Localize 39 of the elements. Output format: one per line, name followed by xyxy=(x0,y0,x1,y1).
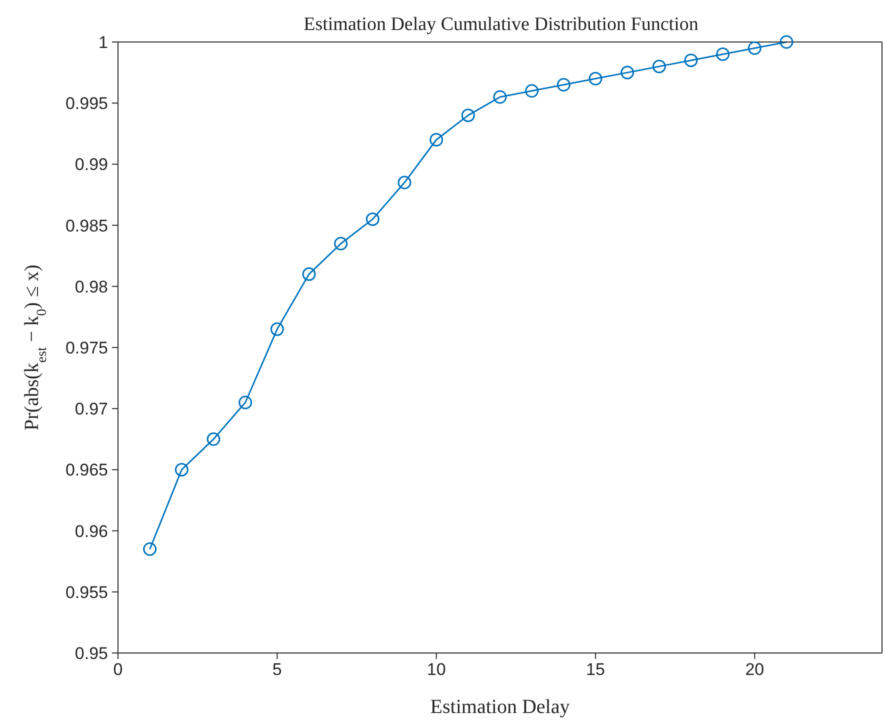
point xyxy=(334,236,348,250)
point xyxy=(302,267,316,281)
y-tick-label: 0.955 xyxy=(65,582,108,602)
point xyxy=(461,108,475,122)
y-tick-label: 0.995 xyxy=(65,94,108,114)
point xyxy=(238,396,252,410)
chart-title: Estimation Delay Cumulative Distribution Function xyxy=(304,14,699,35)
x-tick-label: 10 xyxy=(426,660,446,680)
x-tick-label: 0 xyxy=(113,660,123,680)
x-tick-label: 5 xyxy=(272,660,282,680)
y-tick-label: 0.95 xyxy=(74,644,108,664)
y-tick-label: 0.96 xyxy=(74,522,108,541)
point xyxy=(430,133,444,147)
y-tick-label: 0.985 xyxy=(65,216,108,236)
point xyxy=(684,54,698,68)
point xyxy=(493,90,507,104)
point xyxy=(748,41,762,55)
point xyxy=(620,66,634,80)
y-tick-label: 0.98 xyxy=(74,277,108,296)
point xyxy=(556,78,570,92)
point xyxy=(174,462,188,476)
y-tick-label: 0.975 xyxy=(65,338,108,358)
point xyxy=(366,212,380,226)
point xyxy=(652,60,666,74)
y-tick-label: 1 xyxy=(98,33,108,52)
x-tick-label: 20 xyxy=(745,660,764,680)
point xyxy=(588,72,602,86)
y-tick-label: 0.99 xyxy=(74,155,108,174)
y-tick-label: 0.97 xyxy=(74,400,108,419)
point xyxy=(525,84,539,98)
x-axis-title: Estimation Delay xyxy=(430,696,570,718)
point xyxy=(206,432,220,446)
point xyxy=(398,176,412,190)
x-tick-label: 15 xyxy=(586,660,605,680)
y-tick-label: 0.965 xyxy=(65,460,108,480)
point xyxy=(270,322,284,336)
point xyxy=(780,35,794,49)
point xyxy=(716,47,730,61)
point xyxy=(143,542,157,556)
